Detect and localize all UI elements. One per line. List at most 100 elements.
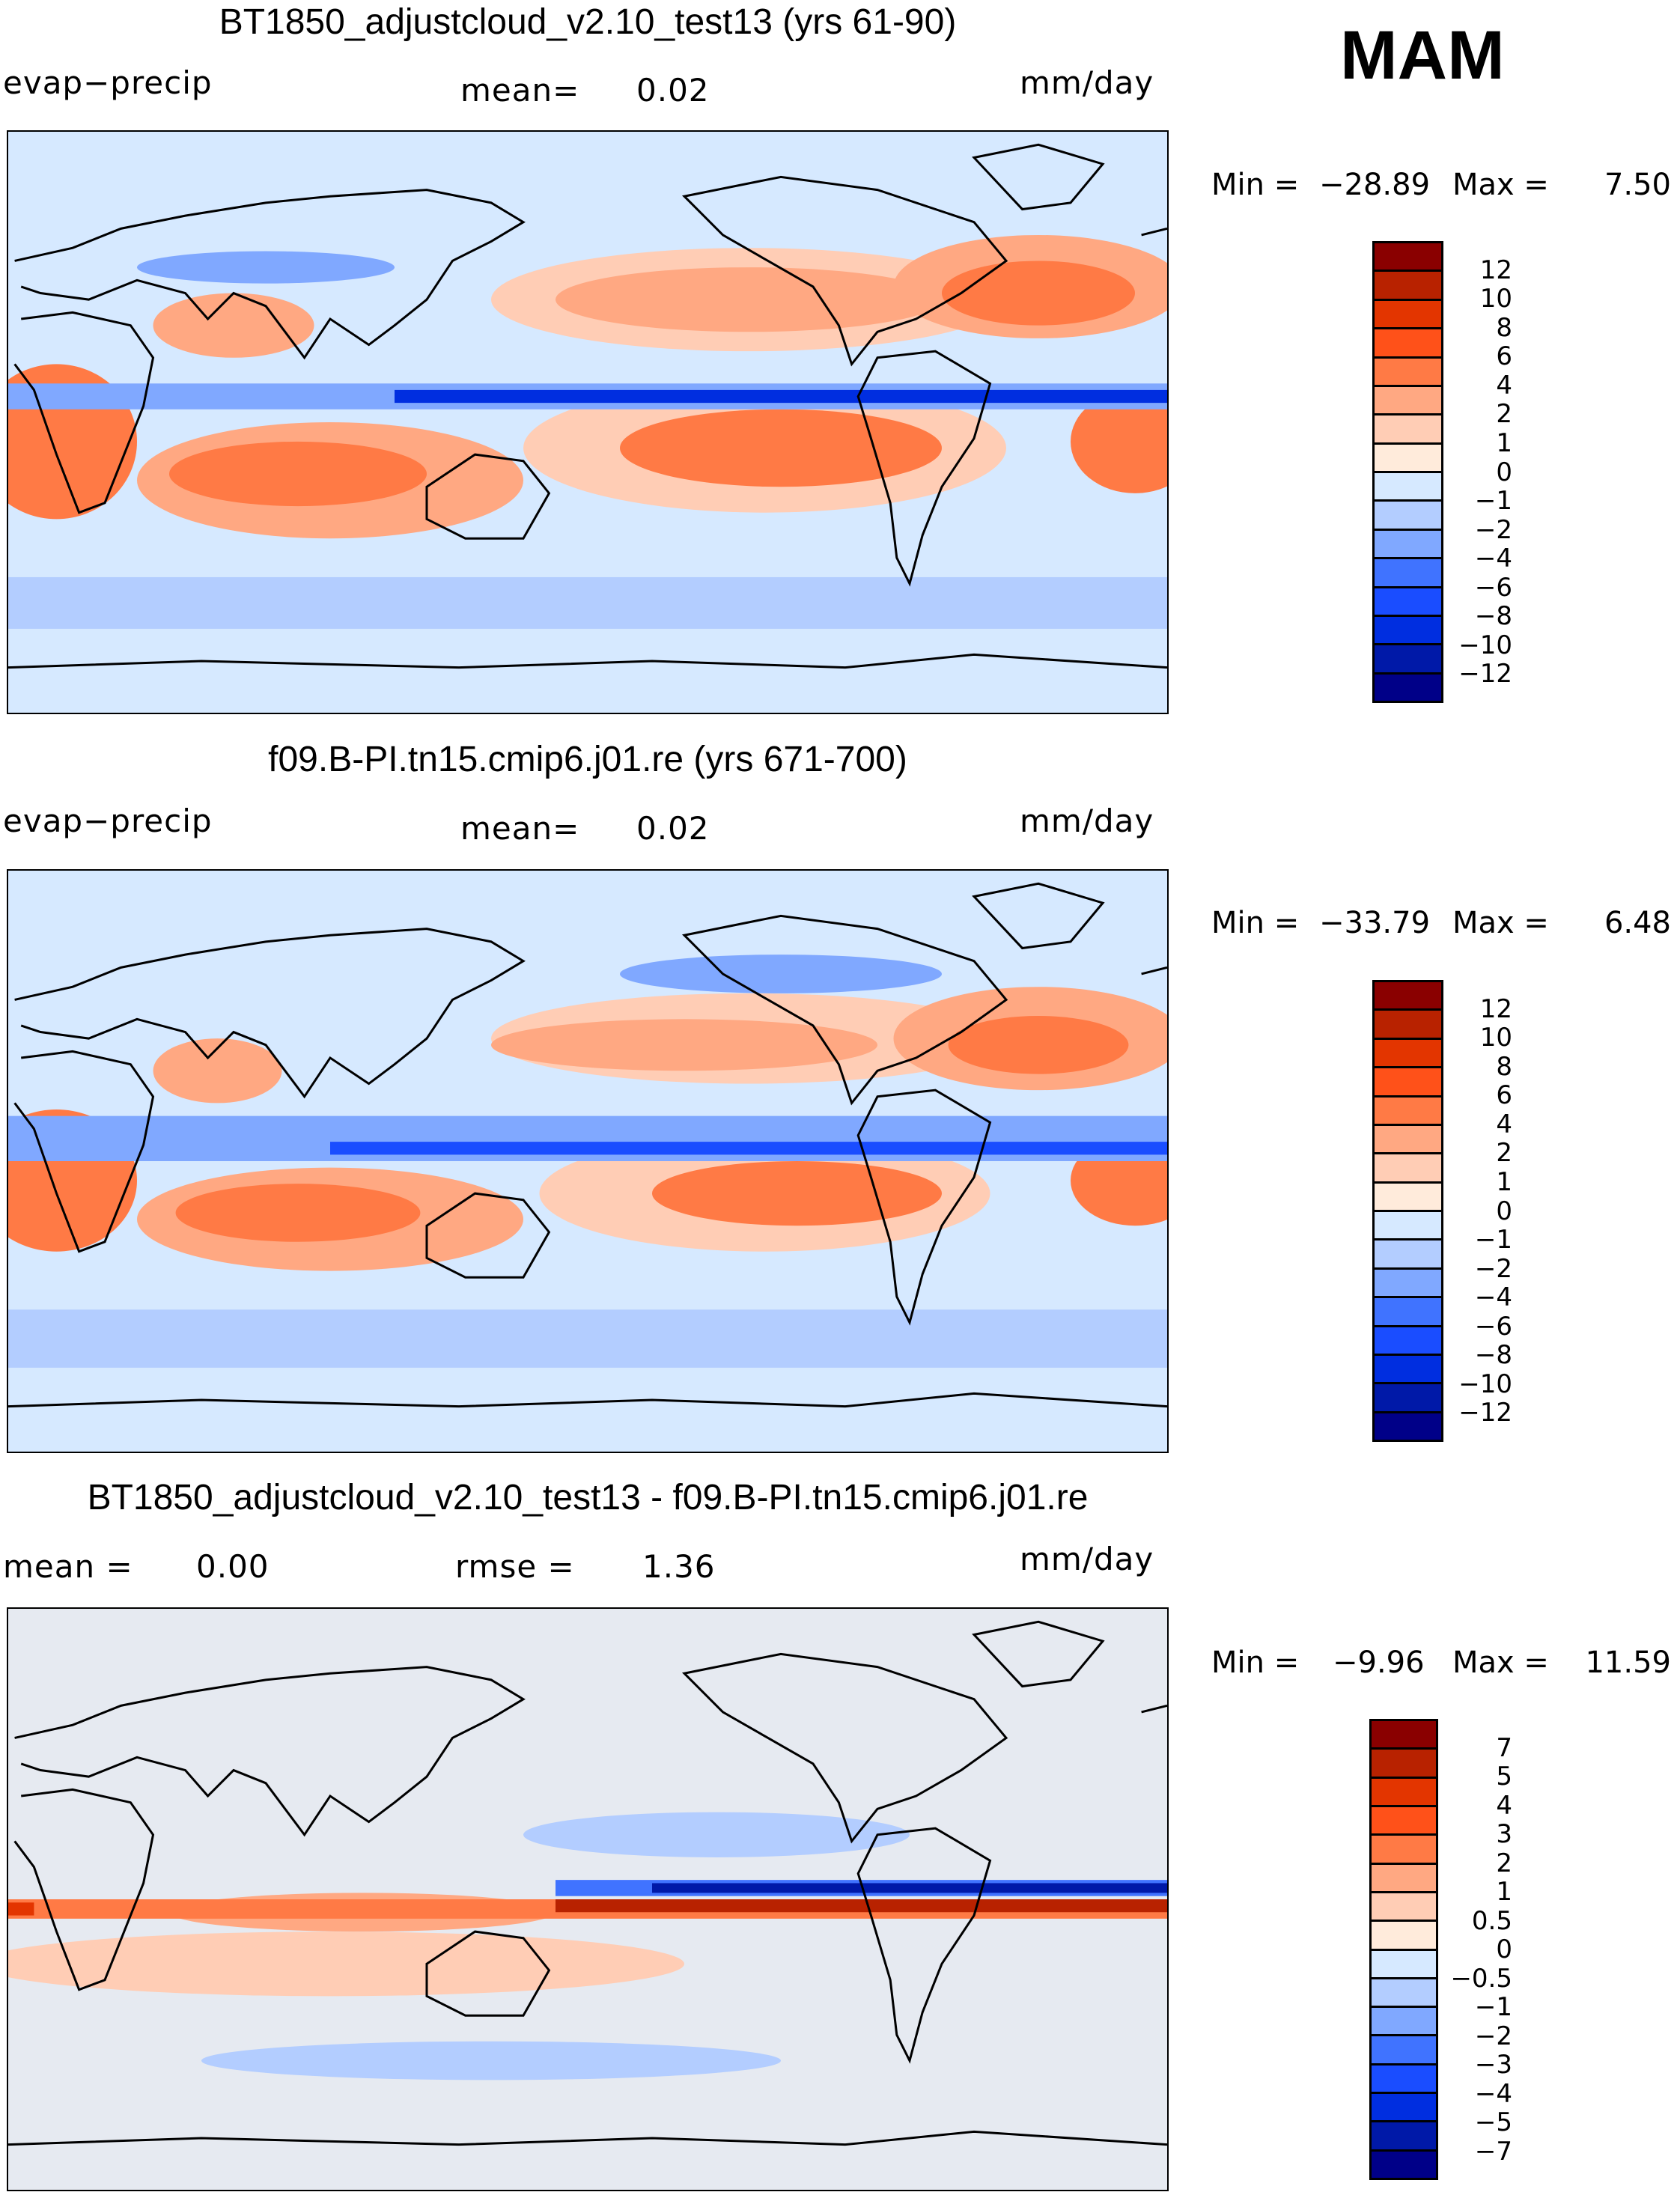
colorbar-swatch xyxy=(1375,243,1441,273)
panel3-mean-value: 0.00 xyxy=(196,1548,270,1585)
panel1-title: BT1850_adjustcloud_v2.10_test13 (yrs 61-… xyxy=(219,2,957,42)
colorbar-swatch xyxy=(1372,1778,1436,1807)
colorbar-swatch xyxy=(1372,1979,1436,2009)
colorbar-swatch xyxy=(1375,530,1441,560)
colorbar-level-label: 2 xyxy=(1496,1138,1512,1169)
colorbar-swatch xyxy=(1375,1413,1441,1440)
colorbar-level-label: 4 xyxy=(1496,1109,1512,1139)
panel1-colorbar-labels: 12 10 8 6 4 2 1 0 −1 −2 −4 −6 −8 −10 −12 xyxy=(1452,241,1512,703)
colorbar-swatch xyxy=(1375,645,1441,675)
colorbar-swatch xyxy=(1372,1950,1436,1979)
colorbar-level-label: −2 xyxy=(1474,514,1512,545)
colorbar-level-label: −6 xyxy=(1474,1311,1512,1342)
panel2-map xyxy=(7,869,1169,1453)
colorbar-swatch xyxy=(1375,1212,1441,1241)
panel2-min-label: Min = xyxy=(1211,906,1300,940)
panel1-units: mm/day xyxy=(1020,64,1154,101)
colorbar-swatch xyxy=(1372,1836,1436,1865)
colorbar-level-label: −8 xyxy=(1474,1340,1512,1371)
panel2-units: mm/day xyxy=(1020,803,1154,839)
colorbar-swatch xyxy=(1375,502,1441,531)
colorbar-swatch xyxy=(1375,386,1441,416)
colorbar-swatch xyxy=(1375,982,1441,1011)
colorbar-level-label: 8 xyxy=(1496,312,1512,343)
colorbar-swatch xyxy=(1375,1125,1441,1155)
colorbar-level-label: 10 xyxy=(1479,284,1512,314)
panel2-colorbar xyxy=(1372,980,1443,1442)
colorbar-level-label: −2 xyxy=(1474,2021,1512,2051)
colorbar-swatch xyxy=(1375,1154,1441,1184)
colorbar-swatch xyxy=(1375,358,1441,387)
colorbar-swatch xyxy=(1375,1011,1441,1040)
colorbar-swatch xyxy=(1375,559,1441,588)
colorbar-swatch xyxy=(1372,1922,1436,1951)
map-field xyxy=(8,143,1167,669)
colorbar-level-label: 0.5 xyxy=(1471,1905,1512,1936)
panel1-max-value: 7.50 xyxy=(1604,168,1671,202)
colorbar-level-label: 6 xyxy=(1496,341,1512,372)
panel3-map xyxy=(7,1607,1169,2191)
colorbar-swatch xyxy=(1372,1806,1436,1836)
colorbar-level-label: 1 xyxy=(1496,427,1512,458)
panel3-rmse-value: 1.36 xyxy=(642,1548,716,1585)
colorbar-level-label: −1 xyxy=(1474,486,1512,517)
colorbar-level-label: −6 xyxy=(1474,572,1512,603)
colorbar-swatch xyxy=(1375,329,1441,359)
colorbar-swatch xyxy=(1372,1750,1436,1779)
colorbar-swatch xyxy=(1372,2036,1436,2066)
colorbar-swatch xyxy=(1375,272,1441,301)
map-field xyxy=(8,882,1167,1408)
colorbar-level-label: −2 xyxy=(1474,1253,1512,1284)
panel2-variable: evap−precip xyxy=(3,803,213,839)
colorbar-level-label: 2 xyxy=(1496,399,1512,430)
colorbar-swatch xyxy=(1372,2094,1436,2123)
panel2-max-label: Max = xyxy=(1452,906,1549,940)
colorbar-level-label: 6 xyxy=(1496,1080,1512,1111)
panel3-title: BT1850_adjustcloud_v2.10_test13 - f09.B-… xyxy=(87,1478,1089,1517)
panel1-map xyxy=(7,130,1169,714)
colorbar-swatch xyxy=(1375,1068,1441,1098)
panel1-mean-label: mean= xyxy=(460,72,580,109)
panel3-units: mm/day xyxy=(1020,1541,1154,1577)
colorbar-level-label: −1 xyxy=(1474,1225,1512,1255)
panel2-min-value: −33.79 xyxy=(1319,906,1431,940)
colorbar-level-label: −10 xyxy=(1458,630,1512,660)
panel2-title: f09.B-PI.tn15.cmip6.j01.re (yrs 671-700) xyxy=(268,740,907,779)
colorbar-level-label: 8 xyxy=(1496,1051,1512,1082)
colorbar-swatch xyxy=(1372,1721,1436,1750)
colorbar-swatch xyxy=(1375,1327,1441,1356)
panel2-mean-label: mean= xyxy=(460,810,580,847)
panel1-mean-value: 0.02 xyxy=(636,72,710,109)
panel2-mean-value: 0.02 xyxy=(636,810,710,847)
colorbar-level-label: 1 xyxy=(1496,1166,1512,1197)
season-label: MAM xyxy=(1340,17,1505,94)
panel3-colorbar xyxy=(1369,1719,1438,2180)
colorbar-level-label: 1 xyxy=(1496,1877,1512,1907)
map-field xyxy=(8,1609,1167,2190)
colorbar-swatch xyxy=(1375,473,1441,502)
panel1-max-label: Max = xyxy=(1452,168,1549,202)
colorbar-level-label: 4 xyxy=(1496,1790,1512,1821)
colorbar-swatch xyxy=(1375,1039,1441,1069)
colorbar-swatch xyxy=(1372,2122,1436,2152)
panel1-min-label: Min = xyxy=(1211,168,1300,202)
panel1-variable: evap−precip xyxy=(3,64,213,101)
colorbar-swatch xyxy=(1375,616,1441,646)
colorbar-swatch xyxy=(1375,1355,1441,1385)
colorbar-swatch xyxy=(1375,1384,1441,1413)
colorbar-swatch xyxy=(1372,2151,1436,2178)
colorbar-swatch xyxy=(1375,415,1441,445)
colorbar-level-label: −8 xyxy=(1474,601,1512,632)
panel1-colorbar xyxy=(1372,241,1443,703)
panel3-min-value: −9.96 xyxy=(1333,1646,1425,1680)
colorbar-level-label: −1 xyxy=(1474,1992,1512,2022)
panel3-rmse-label: rmse = xyxy=(455,1548,575,1585)
colorbar-swatch xyxy=(1372,2008,1436,2037)
colorbar-level-label: −3 xyxy=(1474,2050,1512,2080)
panel2-max-value: 6.48 xyxy=(1604,906,1671,940)
colorbar-swatch xyxy=(1375,588,1441,617)
colorbar-level-label: −7 xyxy=(1474,2136,1512,2167)
colorbar-level-label: −5 xyxy=(1474,2107,1512,2137)
colorbar-level-label: 7 xyxy=(1496,1732,1512,1763)
colorbar-level-label: −4 xyxy=(1474,1282,1512,1313)
